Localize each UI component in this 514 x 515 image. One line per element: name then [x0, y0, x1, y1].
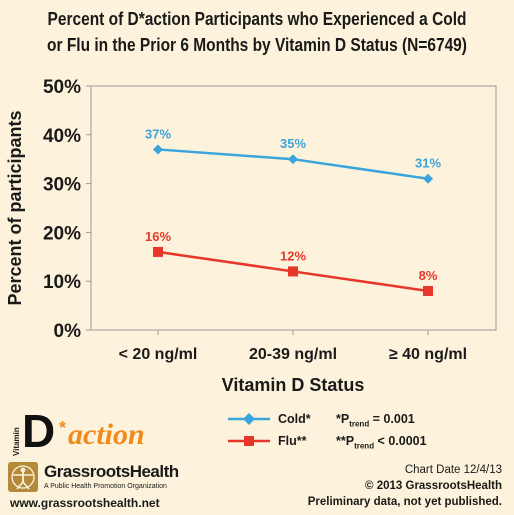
logo-d-letter: D	[22, 405, 56, 457]
preliminary-note: Preliminary data, not yet published.	[307, 496, 502, 508]
logo-action-text: action	[68, 418, 145, 451]
data-label: 37%	[145, 126, 171, 141]
website-url: www.grassrootshealth.net	[10, 496, 160, 510]
legend-flu-label: Flu**	[278, 434, 307, 448]
legend-cold-p-prefix: *P	[336, 412, 350, 426]
data-point	[153, 144, 163, 155]
x-tick-label: ≥ 40 ng/ml	[389, 346, 467, 363]
y-tick-label: 20%	[43, 223, 81, 244]
x-axis-label: Vitamin D Status	[222, 375, 365, 395]
data-label: 35%	[280, 136, 306, 151]
legend-flu-p-sub: trend	[354, 441, 375, 451]
y-tick-label: 0%	[54, 321, 82, 342]
daction-logo: Vitamin D * action	[8, 405, 188, 460]
plot-frame	[90, 85, 497, 331]
data-point	[423, 173, 433, 184]
legend-flu-p-value: < 0.0001	[374, 434, 427, 448]
x-tick-label: 20-39 ng/ml	[249, 346, 337, 363]
org-name: GrassrootsHealth	[44, 462, 179, 481]
legend-cold-ptrend: *Ptrend = 0.001	[336, 410, 415, 434]
chart-date: Chart Date 12/4/13	[404, 464, 502, 476]
data-point	[423, 285, 433, 296]
legend-cold-p-value: = 0.001	[369, 412, 415, 426]
y-tick-label: 10%	[43, 272, 81, 293]
legend-flu-swatch	[228, 436, 270, 446]
data-label: 8%	[419, 268, 438, 283]
legend-cold-p-sub: trend	[349, 419, 370, 429]
x-tick-label: < 20 ng/ml	[119, 346, 198, 363]
data-point	[153, 246, 163, 257]
chart-title: Percent of D*action Participants who Exp…	[47, 9, 467, 55]
chart-credits: Chart Date 12/4/13 © 2013 GrassrootsHeal…	[308, 462, 502, 510]
data-label: 31%	[415, 156, 441, 171]
logo-star: *	[59, 418, 67, 438]
vitruvian-figure-icon	[8, 462, 38, 492]
legend-cold-label: Cold*	[278, 412, 311, 426]
legend-cold-swatch	[228, 413, 270, 425]
y-tick-label: 40%	[43, 126, 81, 147]
y-tick-label: 30%	[43, 175, 81, 196]
copyright-text: © 2013 GrassrootsHealth	[365, 480, 502, 492]
data-point	[288, 154, 298, 165]
data-label: 16%	[145, 229, 171, 244]
legend-flu-ptrend: **Ptrend < 0.0001	[336, 432, 427, 456]
org-tagline: A Public Health Promotion Organization	[44, 483, 167, 490]
logo-vitamin-text: Vitamin	[12, 427, 21, 456]
y-axis-label: Percent of participants	[5, 110, 25, 305]
line-chart: 0% 10% 20% 30% 40% 50% < 20 ng/ml 20-39 ng/ml ≥ …	[5, 77, 497, 395]
data-label: 12%	[280, 248, 306, 263]
legend-flu-p-prefix: **P	[336, 434, 355, 448]
data-point	[288, 266, 298, 277]
y-tick-label: 50%	[43, 77, 81, 98]
